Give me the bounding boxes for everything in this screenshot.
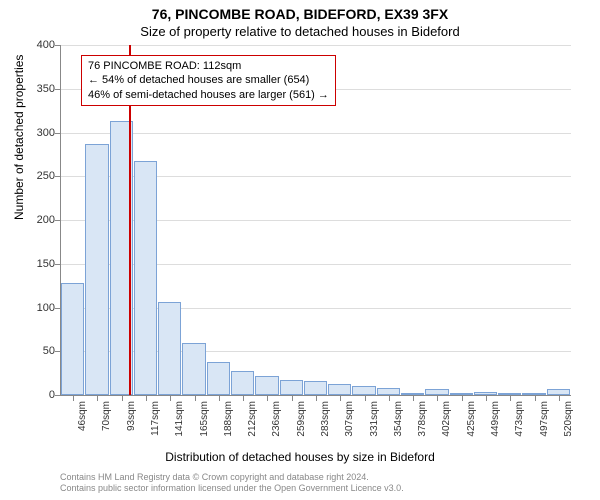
x-tick-label: 117sqm	[150, 401, 161, 436]
x-tick-label: 520sqm	[563, 401, 574, 437]
y-tick	[55, 220, 61, 221]
x-tick	[122, 395, 123, 401]
annotation-line-2: ← 54% of detached houses are smaller (65…	[88, 73, 329, 87]
histogram-bar	[85, 144, 108, 395]
y-tick-label: 50	[15, 345, 55, 357]
x-tick	[97, 395, 98, 401]
y-tick-label: 250	[15, 170, 55, 182]
x-tick-label: 212sqm	[247, 401, 258, 437]
x-tick-label: 70sqm	[101, 401, 112, 431]
x-tick-label: 378sqm	[417, 401, 428, 437]
y-tick	[55, 89, 61, 90]
y-tick-label: 0	[15, 389, 55, 401]
x-tick	[535, 395, 536, 401]
x-tick-label: 283sqm	[320, 401, 331, 437]
histogram-bar	[352, 386, 375, 395]
x-tick	[413, 395, 414, 401]
y-tick-label: 100	[15, 302, 55, 314]
x-tick	[316, 395, 317, 401]
chart-container: 76, PINCOMBE ROAD, BIDEFORD, EX39 3FX Si…	[0, 0, 600, 500]
x-tick-label: 307sqm	[344, 401, 355, 437]
histogram-bar	[134, 161, 157, 396]
x-tick-label: 331sqm	[369, 401, 380, 437]
x-tick	[462, 395, 463, 401]
x-tick-label: 259sqm	[296, 401, 307, 437]
x-tick	[170, 395, 171, 401]
annotation-line-1: 76 PINCOMBE ROAD: 112sqm	[88, 59, 329, 73]
x-tick-label: 354sqm	[393, 401, 404, 437]
x-axis-title: Distribution of detached houses by size …	[0, 450, 600, 464]
histogram-bar	[207, 362, 230, 395]
histogram-bar	[255, 376, 278, 395]
x-tick	[365, 395, 366, 401]
histogram-bar	[328, 384, 351, 395]
histogram-bar	[280, 380, 303, 395]
x-tick	[389, 395, 390, 401]
attribution-line-2: Contains public sector information licen…	[60, 483, 404, 494]
attribution-text: Contains HM Land Registry data © Crown c…	[60, 472, 404, 494]
x-tick	[195, 395, 196, 401]
y-tick	[55, 45, 61, 46]
annotation-line-3: 46% of semi-detached houses are larger (…	[88, 88, 329, 102]
x-tick	[510, 395, 511, 401]
y-tick	[55, 133, 61, 134]
x-tick	[267, 395, 268, 401]
x-tick	[243, 395, 244, 401]
x-tick-label: 473sqm	[514, 401, 525, 437]
histogram-bar	[182, 343, 205, 396]
histogram-bar	[231, 371, 254, 396]
x-tick	[292, 395, 293, 401]
y-tick	[55, 264, 61, 265]
histogram-bar	[61, 283, 84, 395]
x-tick-label: 188sqm	[223, 401, 234, 437]
x-tick	[219, 395, 220, 401]
x-tick	[146, 395, 147, 401]
x-tick-label: 165sqm	[199, 401, 210, 437]
x-tick-label: 425sqm	[466, 401, 477, 437]
x-tick	[73, 395, 74, 401]
attribution-line-1: Contains HM Land Registry data © Crown c…	[60, 472, 404, 483]
x-tick-label: 236sqm	[271, 401, 282, 437]
y-tick-label: 300	[15, 127, 55, 139]
chart-title-1: 76, PINCOMBE ROAD, BIDEFORD, EX39 3FX	[0, 6, 600, 22]
x-tick-label: 449sqm	[490, 401, 501, 437]
histogram-bar	[377, 388, 400, 395]
annotation-box: 76 PINCOMBE ROAD: 112sqm← 54% of detache…	[81, 55, 336, 106]
x-tick	[437, 395, 438, 401]
x-tick-label: 497sqm	[539, 401, 550, 437]
y-tick-label: 400	[15, 39, 55, 51]
grid-line	[61, 133, 571, 134]
x-tick-label: 93sqm	[126, 401, 137, 431]
x-tick-label: 46sqm	[77, 401, 88, 431]
histogram-bar	[304, 381, 327, 395]
x-tick-label: 402sqm	[441, 401, 452, 437]
grid-line	[61, 45, 571, 46]
y-tick-label: 350	[15, 83, 55, 95]
x-tick	[486, 395, 487, 401]
y-tick	[55, 395, 61, 396]
histogram-bar	[158, 302, 181, 395]
chart-plot-area: 05010015020025030035040046sqm70sqm93sqm1…	[60, 45, 571, 396]
x-tick	[559, 395, 560, 401]
y-tick-label: 150	[15, 258, 55, 270]
chart-title-2: Size of property relative to detached ho…	[0, 24, 600, 39]
x-tick-label: 141sqm	[174, 401, 185, 437]
y-tick-label: 200	[15, 214, 55, 226]
y-tick	[55, 176, 61, 177]
x-tick	[340, 395, 341, 401]
